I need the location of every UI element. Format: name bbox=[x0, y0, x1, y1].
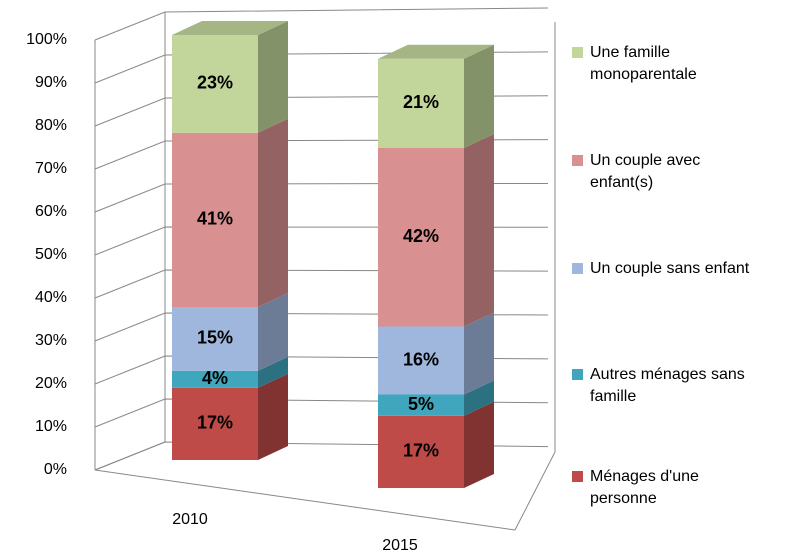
y-tick-label: 20% bbox=[35, 375, 67, 392]
x-tick-label: 2015 bbox=[382, 537, 418, 554]
bar-side bbox=[464, 312, 494, 395]
bar-side bbox=[464, 44, 494, 148]
bar-side bbox=[258, 21, 288, 133]
legend-item: Un couple avec enfant(s) bbox=[572, 150, 777, 194]
y-tick-label: 40% bbox=[35, 289, 67, 306]
bar-front bbox=[172, 132, 258, 307]
bar-segment bbox=[172, 356, 288, 388]
floor-right bbox=[514, 451, 556, 531]
y-tick-label: 100% bbox=[26, 31, 67, 48]
bar-front bbox=[378, 415, 464, 488]
data-label: 4% bbox=[202, 368, 228, 388]
bar-top bbox=[172, 21, 288, 35]
bar-front bbox=[172, 370, 258, 388]
bar-front bbox=[378, 394, 464, 416]
bar-top bbox=[378, 44, 494, 59]
legend-item: Un couple sans enfant bbox=[572, 258, 777, 280]
legend-swatch bbox=[572, 471, 583, 482]
legend-item: Ménages d'une personne bbox=[572, 466, 777, 510]
bar-side bbox=[258, 373, 288, 460]
y-tick-label: 90% bbox=[35, 74, 67, 91]
legend-item: Une famille monoparentale bbox=[572, 42, 777, 86]
legend-swatch bbox=[572, 47, 583, 58]
floor-front bbox=[94, 469, 516, 531]
y-tick-label: 0% bbox=[44, 461, 67, 478]
bar-front bbox=[172, 35, 258, 133]
bar-segment bbox=[172, 373, 288, 460]
bar-segment bbox=[378, 44, 494, 148]
bar-segment bbox=[172, 21, 288, 133]
data-label: 42% bbox=[403, 226, 439, 246]
data-label: 23% bbox=[197, 73, 233, 93]
y-tick-label: 80% bbox=[35, 117, 67, 134]
data-label: 15% bbox=[197, 328, 233, 348]
y-tick-label: 60% bbox=[35, 203, 67, 220]
y-tick-label: 30% bbox=[35, 332, 67, 349]
bar-segment bbox=[378, 312, 494, 395]
legend-swatch bbox=[572, 263, 583, 274]
bar-front bbox=[172, 307, 258, 371]
legend-label: Ménages d'une personne bbox=[590, 468, 699, 507]
data-label: 17% bbox=[403, 441, 439, 461]
bar-side bbox=[464, 380, 494, 416]
bar-segment bbox=[378, 401, 494, 488]
bar-front bbox=[172, 387, 258, 460]
legend-swatch bbox=[572, 369, 583, 380]
y-tick-label: 70% bbox=[35, 160, 67, 177]
y-tick-label: 10% bbox=[35, 418, 67, 435]
data-label: 16% bbox=[403, 349, 439, 369]
legend-swatch bbox=[572, 155, 583, 166]
bar-side bbox=[258, 118, 288, 307]
legend-label: Un couple avec enfant(s) bbox=[590, 152, 701, 191]
bar-front bbox=[378, 58, 464, 148]
y-tick-label: 50% bbox=[35, 246, 67, 263]
data-label: 41% bbox=[197, 209, 233, 229]
bar-segment bbox=[172, 118, 288, 307]
bar-segment bbox=[378, 134, 494, 327]
x-tick-label: 2010 bbox=[172, 511, 208, 528]
data-label: 21% bbox=[403, 92, 439, 112]
bar-side bbox=[464, 134, 494, 327]
legend-label: Une famille monoparentale bbox=[590, 44, 697, 83]
bar-segment bbox=[378, 380, 494, 416]
bar-side bbox=[464, 401, 494, 488]
data-label: 5% bbox=[408, 394, 434, 414]
legend-item: Autres ménages sans famille bbox=[572, 364, 777, 408]
bar-front bbox=[378, 326, 464, 395]
grid-line bbox=[94, 7, 549, 41]
legend-label: Autres ménages sans famille bbox=[590, 366, 745, 405]
bar-side bbox=[258, 293, 288, 371]
bar-segment bbox=[172, 293, 288, 371]
legend-label: Un couple sans enfant bbox=[590, 260, 750, 277]
bar-side bbox=[258, 356, 288, 388]
bar-front bbox=[378, 148, 464, 327]
data-label: 17% bbox=[197, 413, 233, 433]
